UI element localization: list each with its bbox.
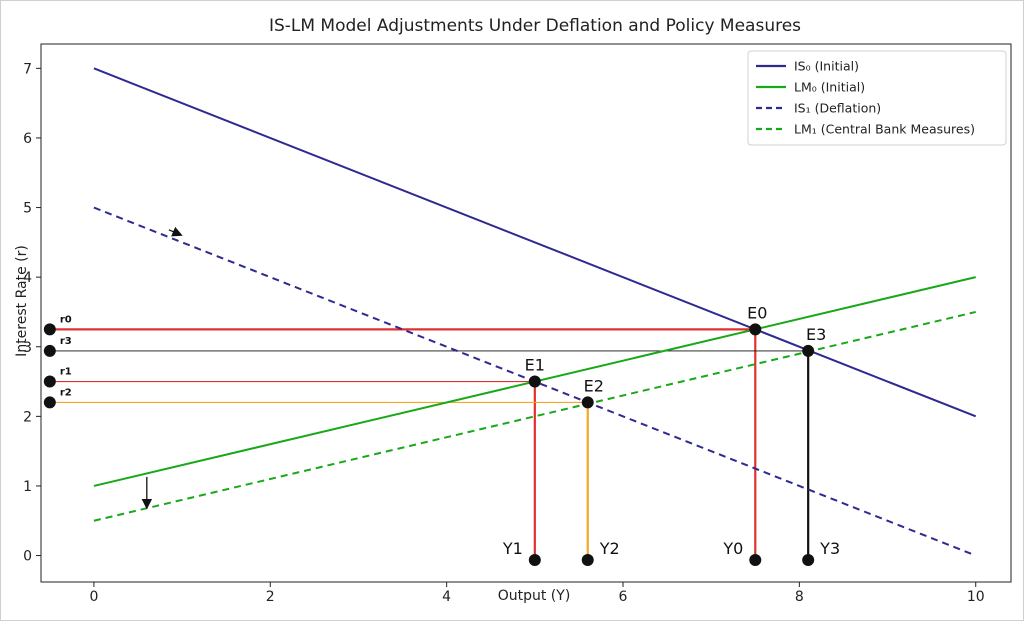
output-label: Y3 <box>819 539 840 558</box>
y-tick-label: 1 <box>23 479 32 495</box>
y-tick-label: 4 <box>23 270 32 286</box>
output-label: Y0 <box>722 539 743 558</box>
equilibrium-label: E1 <box>525 356 545 375</box>
rate-point <box>43 344 56 357</box>
y-tick-label: 7 <box>23 61 32 77</box>
rate-label: r1 <box>60 367 72 378</box>
output-point <box>749 554 762 566</box>
chart-title: IS-LM Model Adjustments Under Deflation … <box>269 16 801 36</box>
legend-entry: IS₀ (Initial) <box>794 59 859 74</box>
y-tick-label: 6 <box>23 131 32 147</box>
y-tick-label: 3 <box>23 340 32 356</box>
y-tick-label: 5 <box>23 201 32 217</box>
rate-label: r3 <box>60 336 72 347</box>
output-label: Y2 <box>599 539 620 558</box>
equilibrium-point <box>749 323 762 336</box>
x-tick-label: 2 <box>266 589 275 605</box>
equilibrium-label: E2 <box>584 376 604 395</box>
y-axis-label: Interest Rate (r) <box>14 245 30 357</box>
x-tick-label: 10 <box>967 589 985 605</box>
equilibrium-point <box>528 375 541 388</box>
equilibrium-point <box>581 396 594 409</box>
equilibrium-label: E0 <box>747 303 767 322</box>
rate-point <box>43 323 56 336</box>
legend: IS₀ (Initial) LM₀ (Initial) IS₁ (Deflation… <box>747 50 1007 146</box>
equilibrium-guides <box>49 328 810 560</box>
shift-arrow <box>168 226 183 237</box>
rate-point <box>43 396 56 409</box>
legend-entry: LM₀ (Initial) <box>794 80 865 95</box>
equilibrium-points: E0 Y0 r0 E1 Y1 r1 E2 Y2 r2 E3 Y3 r3 <box>43 303 840 566</box>
x-tick-label: 8 <box>795 589 804 605</box>
output-label: Y1 <box>502 539 523 558</box>
rate-point <box>43 375 56 388</box>
legend-box <box>747 50 1007 146</box>
equilibrium-label: E3 <box>806 325 826 344</box>
x-tick-label: 0 <box>89 589 98 605</box>
legend-entry: LM₁ (Central Bank Measures) <box>794 122 975 137</box>
output-point <box>802 554 815 566</box>
plot-frame <box>40 43 1012 583</box>
x-tick-label: 6 <box>619 589 628 605</box>
y-tick-label: 2 <box>23 409 32 425</box>
series-line <box>93 67 977 418</box>
x-axis-label: Output (Y) <box>498 588 571 604</box>
equilibrium-point <box>802 344 815 357</box>
y-tick-label: 0 <box>23 549 32 565</box>
x-tick-label: 4 <box>442 589 451 605</box>
rate-label: r2 <box>60 387 72 398</box>
output-point <box>528 554 541 566</box>
rate-label: r0 <box>60 314 72 325</box>
output-point <box>581 554 594 566</box>
axes: 0 2 4 6 8 10 0 1 2 3 4 5 6 7 <box>23 43 1012 605</box>
legend-entry: IS₁ (Deflation) <box>794 101 881 116</box>
